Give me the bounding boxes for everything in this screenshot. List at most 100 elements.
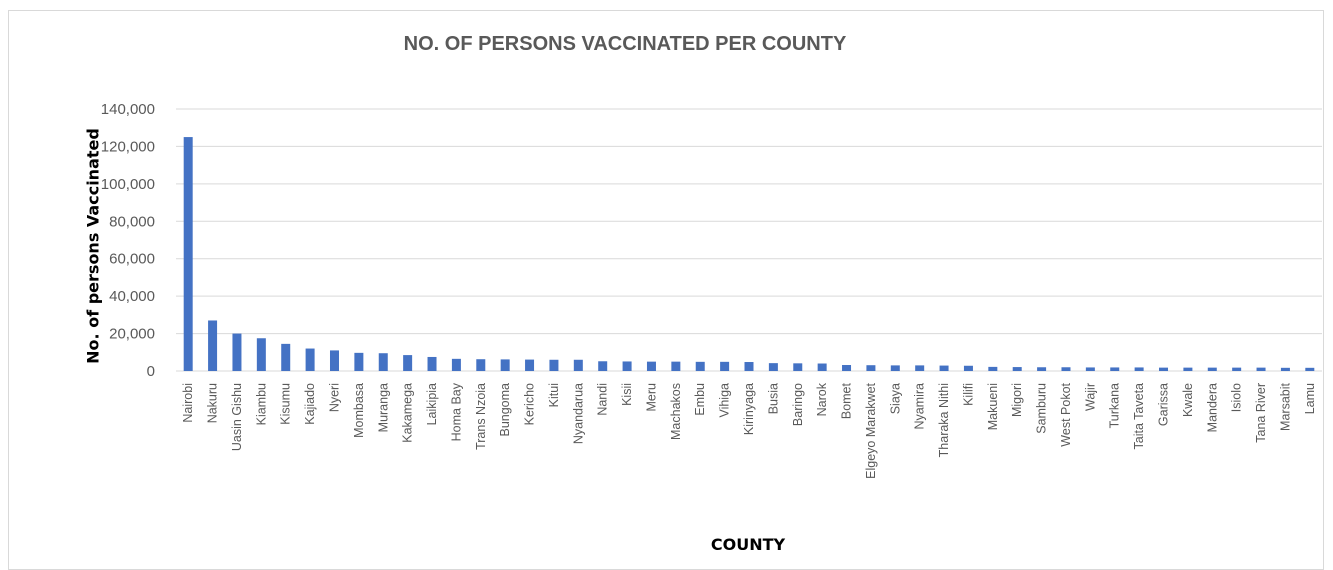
bar xyxy=(1280,367,1290,371)
bar xyxy=(1037,367,1047,371)
x-tick-label: Wajir xyxy=(1083,383,1097,411)
bar xyxy=(1061,367,1071,371)
x-tick-label: Busia xyxy=(766,383,780,414)
y-tick-label: 0 xyxy=(147,363,155,380)
bar xyxy=(720,361,730,371)
bar xyxy=(915,365,925,371)
bar xyxy=(1159,367,1169,371)
x-tick-label: Isiolo xyxy=(1230,383,1244,412)
bar xyxy=(403,355,413,371)
x-tick-label: Bomet xyxy=(840,382,854,419)
bar xyxy=(281,343,291,371)
x-tick-label: Tharaka Nithi xyxy=(937,383,951,457)
bar xyxy=(1110,367,1120,371)
x-tick-label: Makueni xyxy=(986,383,1000,430)
x-tick-label: Nyandarua xyxy=(571,383,585,444)
x-tick-label: Kiambu xyxy=(254,383,268,425)
bar xyxy=(963,365,973,371)
bar xyxy=(305,348,315,371)
x-tick-label: Turkana xyxy=(1108,383,1122,428)
y-tick-label: 140,000 xyxy=(101,101,155,118)
bar xyxy=(598,361,608,371)
x-tick-label: Muranga xyxy=(376,383,390,432)
x-tick-label: Nyamira xyxy=(913,383,927,430)
chart-area xyxy=(8,10,1324,570)
x-tick-label: Garissa xyxy=(1157,383,1171,426)
bar xyxy=(793,363,803,371)
x-tick-label: Machakos xyxy=(669,383,683,440)
bar xyxy=(622,361,632,371)
x-tick-label: Vihiga xyxy=(718,383,732,418)
x-tick-label: Kajiado xyxy=(303,383,317,425)
bar xyxy=(817,363,827,371)
x-tick-label: Nakuru xyxy=(206,383,220,423)
x-tick-label: Kakamega xyxy=(401,383,415,443)
bar xyxy=(232,333,242,371)
x-tick-label: Meru xyxy=(644,383,658,412)
bar xyxy=(939,365,949,371)
x-tick-label: Nairobi xyxy=(181,383,195,423)
x-tick-label: Uasin Gishu xyxy=(230,383,244,451)
bar xyxy=(329,350,339,371)
x-tick-label: Kericho xyxy=(523,383,537,425)
x-tick-label: West Pokot xyxy=(1059,382,1073,446)
bar xyxy=(1183,367,1193,371)
x-tick-label: Kisumu xyxy=(279,383,293,425)
bar xyxy=(183,137,193,371)
bar xyxy=(427,356,437,371)
bar xyxy=(1305,367,1315,371)
bar xyxy=(525,359,535,371)
y-tick-label: 20,000 xyxy=(109,326,155,343)
y-tick-label: 100,000 xyxy=(101,176,155,193)
bar xyxy=(866,365,876,371)
x-tick-label: Marsabit xyxy=(1278,382,1292,430)
x-tick-label: Baringo xyxy=(791,383,805,426)
bar xyxy=(500,359,510,371)
bar xyxy=(573,359,583,371)
x-tick-label: Kirinyaga xyxy=(742,383,756,435)
bar xyxy=(1256,367,1266,371)
x-tick-label: Trans Nzoia xyxy=(474,383,488,450)
bar xyxy=(646,361,656,371)
x-tick-label: Kilifi xyxy=(961,383,975,406)
bar xyxy=(988,366,998,371)
x-tick-label: Bungoma xyxy=(498,383,512,437)
x-tick-label: Mandera xyxy=(1205,383,1219,432)
y-tick-label: 80,000 xyxy=(109,213,155,230)
bar xyxy=(549,359,559,371)
x-tick-label: Narok xyxy=(815,382,829,416)
bar xyxy=(744,362,754,371)
bar xyxy=(1134,367,1144,371)
x-tick-label: Kwale xyxy=(1181,383,1195,417)
bar xyxy=(451,358,461,371)
x-tick-label: Tana River xyxy=(1254,383,1268,443)
x-tick-label: Nyeri xyxy=(327,383,341,412)
x-tick-label: Kisii xyxy=(620,383,634,406)
x-tick-label: Migori xyxy=(1010,383,1024,417)
x-tick-label: Lamu xyxy=(1303,383,1317,414)
bar xyxy=(842,365,852,371)
bar xyxy=(1012,367,1022,371)
bar xyxy=(671,361,681,371)
bar xyxy=(208,320,218,371)
bar xyxy=(1085,367,1095,371)
chart-title: NO. OF PERSONS VACCINATED PER COUNTY xyxy=(403,33,847,55)
bar xyxy=(354,352,364,371)
bar xyxy=(768,363,778,371)
y-tick-label: 40,000 xyxy=(109,288,155,305)
x-tick-label: Kitui xyxy=(547,383,561,407)
x-axis-label: COUNTY xyxy=(710,535,786,554)
bar xyxy=(1207,367,1217,371)
x-tick-label: Embu xyxy=(693,383,707,416)
x-tick-label: Nandi xyxy=(596,383,610,416)
x-tick-label: Elgeyo Marakwet xyxy=(864,382,878,478)
bar xyxy=(378,353,388,371)
x-tick-label: Taita Taveta xyxy=(1132,383,1146,450)
x-tick-label: Samburu xyxy=(1035,383,1049,434)
y-tick-label: 120,000 xyxy=(101,138,155,155)
x-tick-label: Laikipia xyxy=(425,383,439,425)
x-tick-label: Mombasa xyxy=(352,383,366,438)
bar xyxy=(695,361,705,371)
bar xyxy=(256,338,266,371)
